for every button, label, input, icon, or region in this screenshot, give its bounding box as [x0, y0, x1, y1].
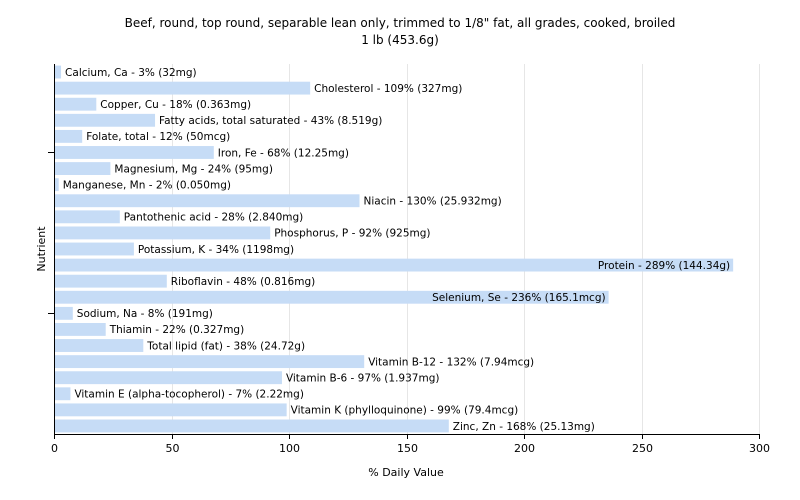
- bar: [55, 65, 62, 79]
- bar: [55, 226, 271, 240]
- x-tick-label: 0: [51, 442, 58, 455]
- bar: [55, 162, 111, 175]
- bar: [55, 323, 106, 336]
- x-tick-label: 50: [166, 442, 180, 455]
- bar: [55, 403, 287, 417]
- bars: Calcium, Ca - 3% (32mg) Cholesterol - 109…: [55, 65, 734, 433]
- x-tick-label: 150: [397, 442, 418, 455]
- bar: [55, 113, 156, 127]
- data-label: Fatty acids, total saturated - 43% (8.51…: [159, 115, 382, 127]
- x-tick-label: 250: [632, 442, 653, 455]
- data-label: Vitamin K (phylloquinone) - 99% (79.4mcg…: [291, 405, 519, 417]
- data-label: Vitamin B-12 - 132% (7.94mcg): [368, 356, 534, 368]
- bar: [55, 242, 134, 256]
- data-label: Total lipid (fat) - 38% (24.72g): [146, 340, 305, 352]
- data-label: Iron, Fe - 68% (12.25mg): [218, 147, 349, 159]
- x-tick-label: 300: [749, 442, 770, 455]
- data-label: Cholesterol - 109% (327mg): [314, 83, 462, 95]
- bar: [55, 371, 282, 385]
- bar: [55, 419, 449, 433]
- data-label: Pantothenic acid - 28% (2.840mg): [124, 212, 303, 224]
- data-label: Calcium, Ca - 3% (32mg): [65, 67, 197, 79]
- bar: [55, 194, 360, 208]
- data-label: Copper, Cu - 18% (0.363mg): [100, 99, 251, 111]
- bar: [55, 339, 144, 352]
- bar: [55, 97, 97, 111]
- data-label: Sodium, Na - 8% (191mg): [77, 308, 213, 320]
- data-label: Vitamin B-6 - 97% (1.937mg): [286, 372, 440, 384]
- data-label: Niacin - 130% (25.932mg): [364, 196, 502, 208]
- y-axis-label: Nutrient: [35, 226, 48, 272]
- data-label: Phosphorus, P - 92% (925mg): [274, 228, 430, 240]
- data-label: Selenium, Se - 236% (165.1mcg): [432, 292, 606, 304]
- data-label: Thiamin - 22% (0.327mg): [109, 324, 245, 336]
- chart-subtitle: 1 lb (453.6g): [361, 33, 439, 47]
- bar: [55, 258, 734, 272]
- data-label: Potassium, K - 34% (1198mg): [138, 244, 294, 256]
- data-label: Protein - 289% (144.34g): [598, 260, 730, 272]
- bar: [55, 306, 73, 320]
- x-tick-label: 100: [279, 442, 300, 455]
- data-label: Folate, total - 12% (50mcg): [86, 131, 230, 143]
- x-tick-label: 200: [514, 442, 535, 455]
- data-label: Magnesium, Mg - 24% (95mg): [114, 163, 273, 175]
- bar: [55, 210, 120, 224]
- data-label: Zinc, Zn - 168% (25.13mg): [453, 421, 595, 433]
- data-label: Riboflavin - 48% (0.816mg): [171, 276, 315, 288]
- chart-title: Beef, round, top round, separable lean o…: [125, 16, 676, 30]
- bar: [55, 129, 83, 143]
- bar: [55, 81, 311, 95]
- data-label: Manganese, Mn - 2% (0.050mg): [63, 179, 231, 191]
- bar: [55, 146, 214, 159]
- bar: [55, 355, 365, 369]
- data-label: Vitamin E (alpha-tocopherol) - 7% (2.22m…: [74, 389, 304, 401]
- axes: 0 50 100 150 200 250 300: [48, 64, 770, 455]
- bar: [55, 387, 71, 401]
- bar: [55, 178, 59, 192]
- bar: [55, 274, 167, 288]
- x-axis-label: % Daily Value: [368, 466, 444, 479]
- bar: [55, 290, 609, 304]
